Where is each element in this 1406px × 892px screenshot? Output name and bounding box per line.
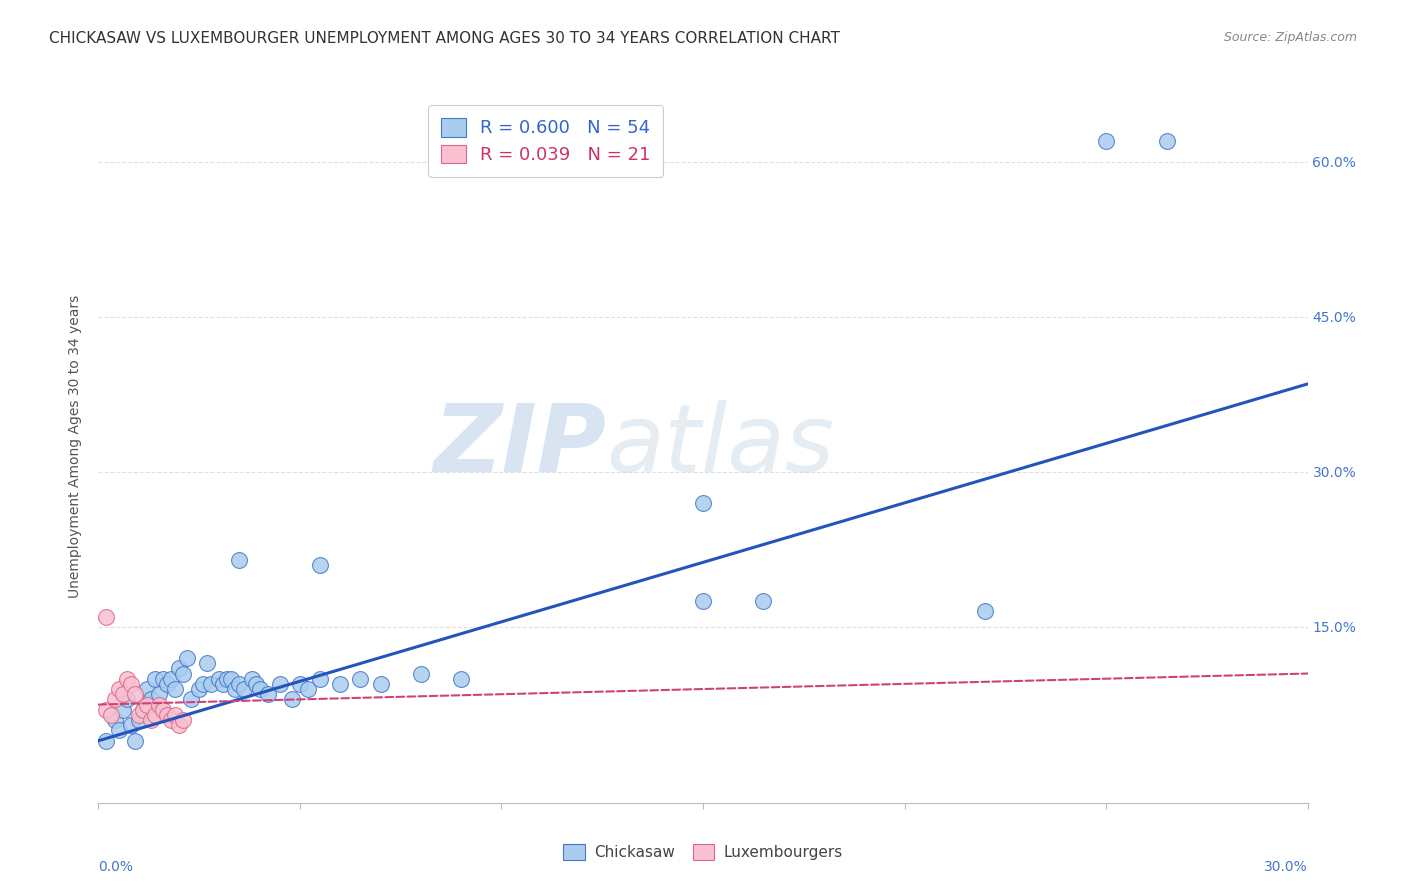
Point (156, 707, 179, 722)
Point (349, 672, 371, 686)
Point (160, 713, 183, 727)
Point (288, 677, 311, 691)
Point (135, 681, 157, 696)
Point (232, 681, 254, 696)
Point (107, 681, 129, 696)
Point (128, 707, 150, 722)
Point (245, 677, 267, 691)
Point (188, 681, 211, 696)
Point (281, 692, 304, 706)
Point (100, 707, 122, 722)
Point (111, 703, 134, 717)
Point (128, 713, 150, 727)
Point (329, 677, 352, 691)
Point (111, 687, 134, 701)
Point (167, 661, 190, 675)
Point (692, 594, 714, 608)
Text: CHICKASAW VS LUXEMBOURGER UNEMPLOYMENT AMONG AGES 30 TO 34 YEARS CORRELATION CHA: CHICKASAW VS LUXEMBOURGER UNEMPLOYMENT A… (49, 31, 841, 46)
Point (974, 605, 997, 619)
Text: ZIP: ZIP (433, 400, 606, 492)
Point (96, 733, 118, 747)
Point (221, 672, 243, 686)
Point (256, 687, 278, 701)
Point (269, 677, 291, 691)
Point (752, 594, 775, 608)
Point (370, 677, 392, 691)
Point (212, 677, 235, 691)
Text: 30.0%: 30.0% (1264, 860, 1308, 873)
Point (103, 713, 125, 727)
Point (224, 681, 246, 696)
Text: 0.0%: 0.0% (98, 860, 134, 873)
Point (115, 692, 138, 706)
Point (152, 672, 174, 686)
Point (172, 666, 194, 681)
Point (103, 692, 125, 706)
Point (96, 609, 118, 624)
Point (152, 703, 174, 717)
Point (228, 677, 250, 691)
Point (240, 672, 263, 686)
Point (309, 558, 332, 572)
Point (167, 718, 190, 732)
Point (176, 651, 198, 665)
Y-axis label: Unemployment Among Ages 30 to 34 years: Unemployment Among Ages 30 to 34 years (69, 294, 83, 598)
Point (132, 703, 155, 717)
Point (217, 672, 239, 686)
Point (139, 713, 162, 727)
Text: Source: ZipAtlas.com: Source: ZipAtlas.com (1223, 31, 1357, 45)
Point (249, 681, 271, 696)
Point (163, 707, 186, 722)
Point (163, 681, 186, 696)
Point (200, 677, 222, 691)
Point (180, 692, 202, 706)
Point (208, 672, 231, 686)
Point (193, 677, 215, 691)
Point (143, 707, 166, 722)
Point (124, 733, 146, 747)
Legend: Chickasaw, Luxembourgers: Chickasaw, Luxembourgers (557, 838, 849, 866)
Point (120, 718, 142, 732)
Point (96, 703, 118, 717)
Point (148, 687, 170, 701)
Point (409, 666, 432, 681)
Point (228, 553, 250, 567)
Point (124, 687, 146, 701)
Point (1156, 134, 1178, 148)
Point (135, 698, 157, 712)
Point (156, 677, 179, 691)
Point (139, 692, 162, 706)
Point (115, 672, 138, 686)
Text: atlas: atlas (606, 401, 835, 491)
Point (195, 656, 218, 670)
Point (132, 703, 155, 717)
Point (297, 681, 319, 696)
Point (450, 672, 472, 686)
Point (692, 496, 714, 510)
Point (160, 672, 183, 686)
Point (309, 672, 332, 686)
Point (120, 677, 142, 691)
Point (143, 672, 166, 686)
Point (172, 713, 194, 727)
Point (148, 698, 170, 712)
Point (1095, 134, 1118, 148)
Point (107, 723, 129, 738)
